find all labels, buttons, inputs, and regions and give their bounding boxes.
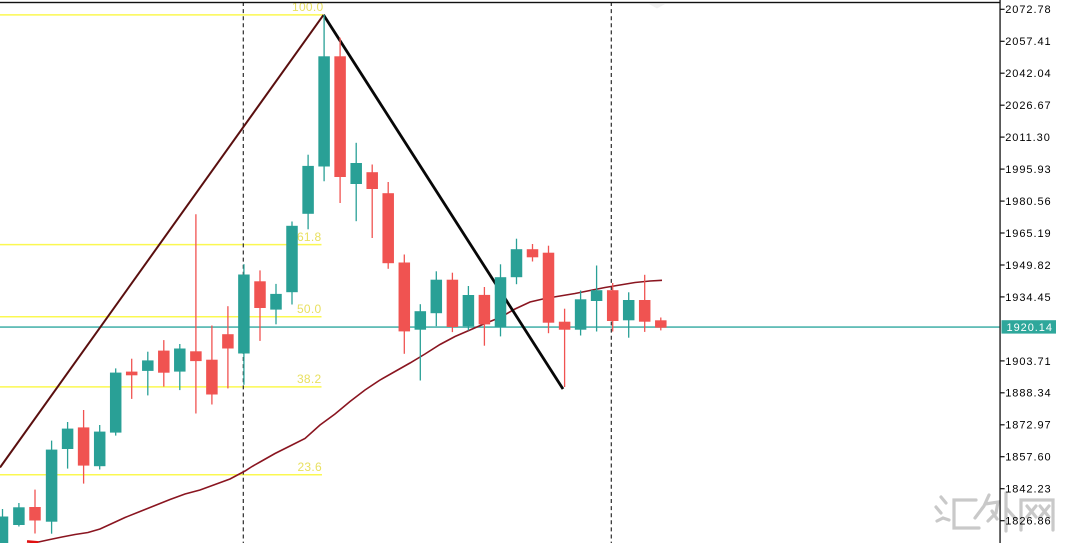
svg-text:2011.30: 2011.30 <box>1005 132 1051 144</box>
svg-text:100.0: 100.0 <box>292 0 324 14</box>
svg-text:2026.67: 2026.67 <box>1005 100 1051 112</box>
svg-text:2042.04: 2042.04 <box>1005 68 1051 80</box>
svg-text:1903.71: 1903.71 <box>1005 356 1051 368</box>
svg-text:50.0: 50.0 <box>297 302 322 316</box>
svg-text:1857.60: 1857.60 <box>1005 452 1051 464</box>
svg-text:1995.93: 1995.93 <box>1005 164 1051 176</box>
svg-text:1920.14: 1920.14 <box>1007 322 1053 334</box>
svg-text:1965.19: 1965.19 <box>1005 228 1051 240</box>
svg-text:2072.78: 2072.78 <box>1005 4 1051 16</box>
svg-text:2057.41: 2057.41 <box>1005 36 1051 48</box>
svg-text:61.8: 61.8 <box>297 230 322 244</box>
svg-text:1949.82: 1949.82 <box>1005 260 1051 272</box>
svg-text:1842.23: 1842.23 <box>1005 484 1051 496</box>
svg-text:1826.86: 1826.86 <box>1005 516 1051 528</box>
svg-text:1934.45: 1934.45 <box>1005 292 1051 304</box>
svg-text:1980.56: 1980.56 <box>1005 196 1051 208</box>
svg-text:1888.34: 1888.34 <box>1005 388 1051 400</box>
svg-text:1872.97: 1872.97 <box>1005 420 1051 432</box>
svg-text:23.6: 23.6 <box>297 460 322 474</box>
svg-text:38.2: 38.2 <box>297 372 322 386</box>
